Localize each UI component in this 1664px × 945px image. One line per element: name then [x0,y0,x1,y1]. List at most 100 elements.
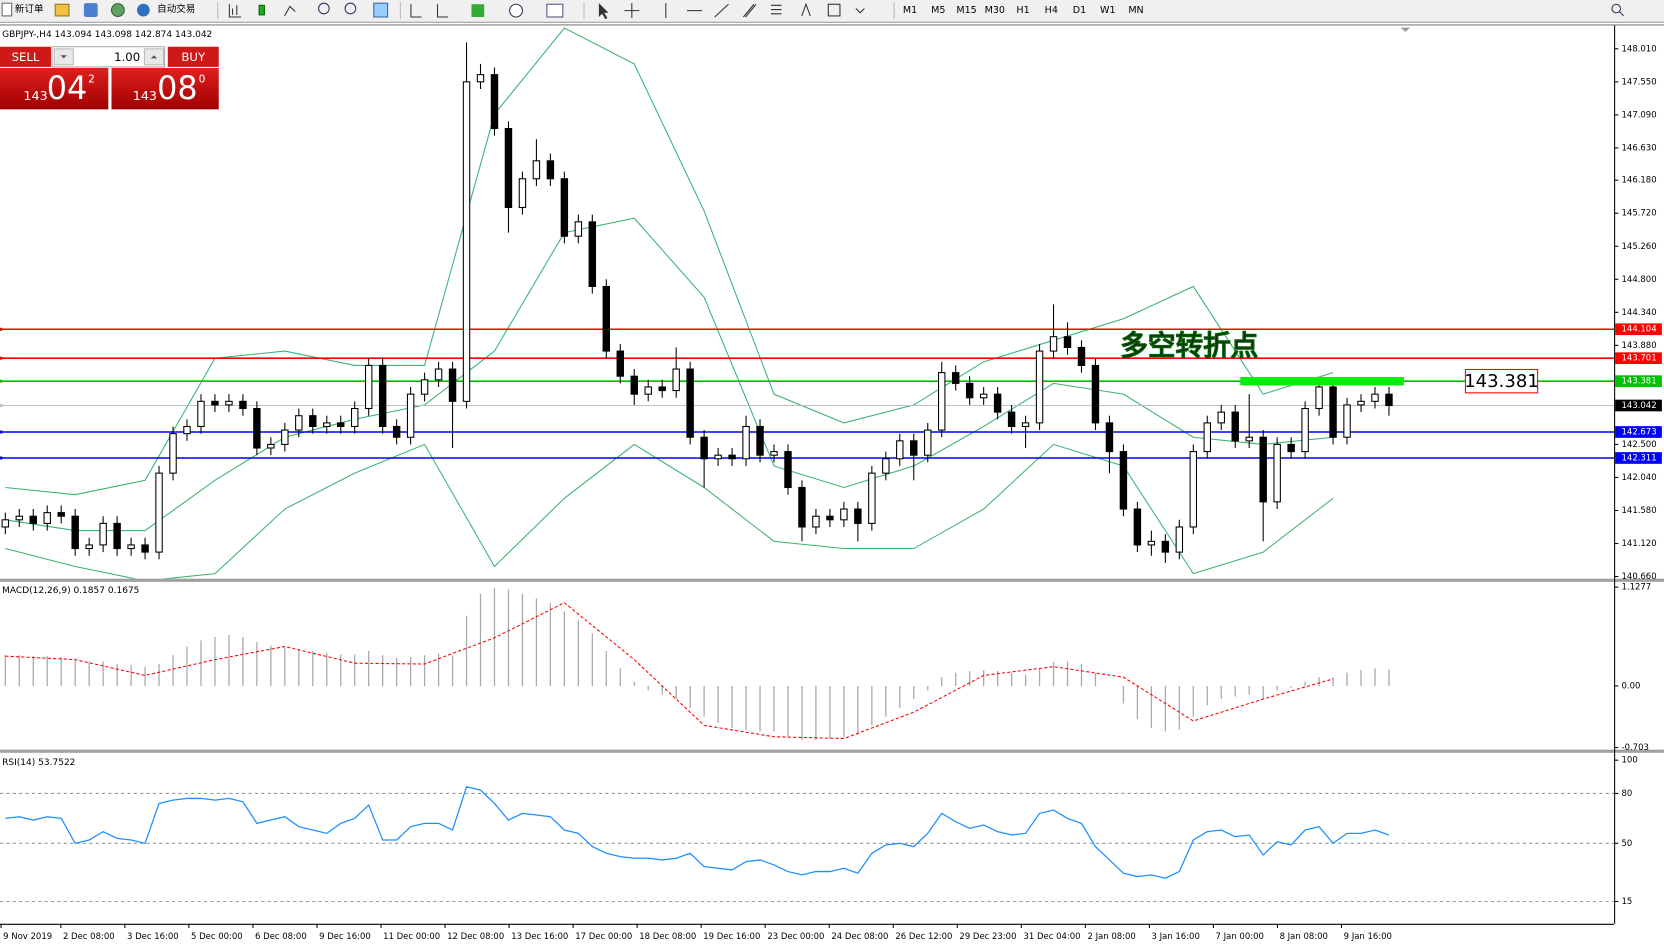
candle-body [211,400,219,406]
timeframe-button[interactable]: M15 [956,5,976,16]
tile-icon[interactable] [373,2,389,18]
timeframe-button[interactable]: MN [1128,5,1143,16]
candle-body [560,178,569,237]
line-anchor [0,356,3,360]
candle-body [29,515,37,524]
auto-trade-icon[interactable] [136,3,150,17]
price-label: 143.042 [1622,401,1657,411]
candle-body [812,515,820,528]
fibo-icon[interactable] [770,4,782,15]
candle-body [490,74,499,130]
x-tick-label: 9 Jan 16:00 [1344,932,1392,942]
candle-chart-icon[interactable] [258,4,265,16]
x-tick-label: 31 Dec 04:00 [1023,932,1080,942]
candle-body [1063,336,1072,349]
timeframe-button[interactable]: M1 [903,5,917,16]
candle-body [993,393,1002,413]
candle-body [197,400,205,428]
x-tick-label: 3 Jan 16:00 [1152,932,1200,942]
candle-body [756,425,764,456]
x-tick-label: 3 Dec 16:00 [127,932,179,942]
candle-body [448,368,457,402]
candle-body [868,472,876,524]
price-label: 142.673 [1622,427,1657,437]
zoom-in-icon[interactable] [318,2,330,15]
candle-body [504,127,513,209]
macd-header: MACD(12,26,9) 0.1857 0.1675 [2,586,139,596]
buy-button[interactable] [167,46,219,67]
macd-panel [4,587,1390,741]
x-tick-label: 11 Dec 00:00 [383,932,440,942]
y-tick-label: 1.1277 [1622,583,1652,593]
toolbar-icon[interactable] [54,3,70,17]
timeframe-button[interactable]: H1 [1016,5,1029,16]
sell-label[interactable]: SELL [12,50,40,64]
candle-body [979,393,988,399]
rsi-line [5,786,1390,879]
buy-label[interactable]: BUY [181,50,206,64]
lot-input[interactable] [51,46,166,68]
y-tick-label: 80 [1622,789,1633,799]
shapes-icon[interactable] [855,8,865,14]
y-tick-label: 140.660 [1622,572,1657,582]
line-chart-icon[interactable] [284,5,296,17]
text-icon[interactable] [801,2,811,17]
indicators-icon[interactable] [471,4,485,17]
bar-chart-icon[interactable] [228,4,242,18]
bid-big: 143 [23,89,47,104]
trendline-icon[interactable] [714,3,729,18]
y-tick-label: -0.703 [1622,743,1649,753]
sell-button[interactable] [0,46,51,67]
timeframe-button[interactable]: W1 [1100,5,1116,16]
auto-trade-button[interactable]: 自动交易 [157,3,195,15]
channel-icon[interactable] [742,3,757,18]
y-tick-label: 141.120 [1622,539,1657,549]
zoom-out-icon[interactable] [344,2,357,15]
autoscroll-icon[interactable] [410,4,422,18]
templates-icon[interactable] [546,3,564,18]
price-label-box [1615,426,1662,438]
new-order-button[interactable]: 新订单 [15,3,44,15]
shift-icon[interactable] [436,4,449,18]
candle-body [1,519,10,528]
timeframe-button[interactable]: H4 [1045,5,1058,16]
y-tick-label: 145.720 [1622,209,1657,219]
price-label: 144.104 [1622,325,1657,335]
candle-body [1161,540,1170,553]
cursor-icon[interactable] [598,3,609,20]
chart-area [0,24,1664,945]
periods-icon[interactable] [509,3,523,18]
timeframe-button[interactable]: M5 [931,5,945,16]
candle-body [644,386,652,395]
annotation-box [1464,368,1539,394]
bid-box[interactable] [0,67,109,110]
crosshair-icon[interactable] [624,3,640,19]
toolbar-icon[interactable] [83,3,98,17]
lot-value[interactable]: 1.00 [114,50,140,64]
candle-body [532,160,541,180]
candle-body [169,433,177,474]
search-icon[interactable] [1611,3,1621,14]
candle-body [1189,451,1198,528]
new-order-icon[interactable] [1,2,13,17]
ask-box[interactable] [111,67,219,110]
candle-body [127,544,135,550]
candle-body [113,522,121,550]
symbol: GBPJPY-,H4 [2,29,52,39]
trade-panel: SELL 1.00 BUY 143 04 2 143 08 0 [0,46,219,110]
shift-marker [1400,27,1411,32]
candle-body [588,221,597,287]
timeframe-button[interactable]: M30 [985,5,1005,16]
x-tick-label: 5 Dec 00:00 [191,932,243,942]
main-panel [0,27,1615,579]
toolbar-icon[interactable] [110,3,125,17]
line-anchor [0,379,3,383]
y-tick-label: 147.550 [1622,77,1657,87]
rsi-header: RSI(14) 53.7522 [2,758,75,768]
candle-body [1133,508,1142,546]
label-icon[interactable] [827,3,841,17]
candle-body [57,512,65,517]
price-label: 143.381 [1622,377,1657,387]
timeframe-button[interactable]: D1 [1073,5,1086,16]
